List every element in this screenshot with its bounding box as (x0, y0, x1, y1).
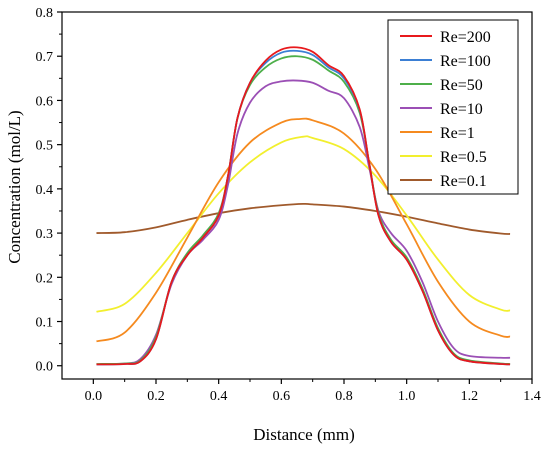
legend-label: Re=200 (440, 29, 491, 46)
legend-label: Re=0.1 (440, 173, 487, 190)
x-axis-label: Distance (mm) (253, 425, 355, 444)
x-tick-label: 1.2 (461, 389, 479, 404)
y-tick-label: 0.7 (36, 50, 54, 65)
x-tick-label: 0.8 (335, 389, 353, 404)
x-tick-label: 0.6 (273, 389, 291, 404)
y-tick-label: 0.1 (36, 316, 54, 331)
legend-label: Re=100 (440, 53, 491, 70)
y-tick-label: 0.5 (36, 139, 54, 154)
series-line-re-0-1 (96, 202, 511, 235)
y-tick-label: 0.0 (36, 360, 54, 375)
series-line-re-1 (96, 117, 511, 343)
y-tick-label: 0.8 (36, 6, 54, 21)
series-line-re-200 (96, 46, 511, 366)
x-tick-label: 0.0 (85, 389, 103, 404)
legend-label: Re=50 (440, 77, 483, 94)
legend-label: Re=1 (440, 125, 475, 142)
legend: Re=200 Re=100 Re=50 Re=10 Re=1 Re=0.5 Re=0.1 (387, 19, 519, 195)
legend-label: Re=0.5 (440, 149, 487, 166)
x-tick-label: 0.4 (210, 389, 228, 404)
legend-label: Re=10 (440, 101, 483, 118)
y-tick-label: 0.6 (36, 94, 54, 109)
series-line-re-0-5 (96, 135, 511, 313)
y-tick-label: 0.2 (36, 271, 54, 286)
x-tick-label: 0.2 (147, 389, 165, 404)
y-tick-label: 0.3 (36, 227, 54, 242)
x-tick-label: 1.0 (398, 389, 416, 404)
y-axis-label: Concentration (mol/L) (5, 110, 24, 263)
plot-frame (61, 11, 533, 380)
y-tick-label: 0.4 (36, 183, 54, 198)
chart-axes: 0.0 0.2 0.4 0.6 0.8 1.0 1.2 1.4 0.0 0.1 0.2 0.3 0.4 0… (36, 6, 541, 404)
series-layer (96, 46, 511, 366)
x-tick-label: 1.4 (523, 389, 541, 404)
